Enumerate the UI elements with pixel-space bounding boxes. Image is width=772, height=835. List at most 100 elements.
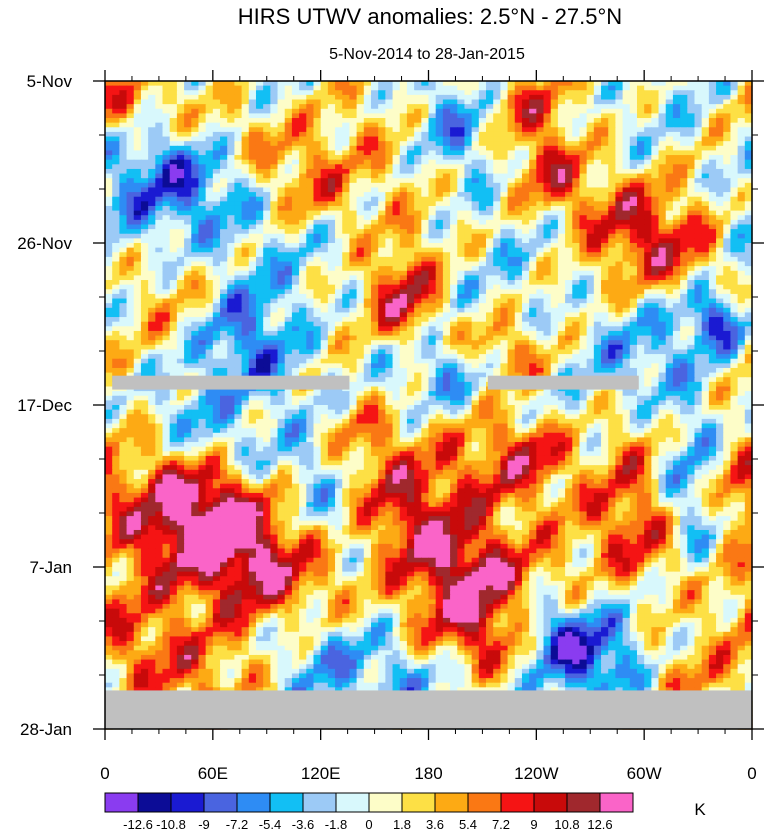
heatmap-cell bbox=[486, 150, 494, 156]
heatmap-cell bbox=[615, 201, 624, 207]
heatmap-cell bbox=[176, 150, 185, 156]
heatmap-cell bbox=[133, 150, 142, 156]
heatmap-cell bbox=[140, 224, 149, 230]
heatmap-cell bbox=[593, 205, 602, 212]
heatmap-cell bbox=[601, 136, 609, 142]
heatmap-cell bbox=[126, 238, 135, 244]
heatmap-cell bbox=[665, 85, 674, 91]
heatmap-cell bbox=[140, 141, 149, 147]
heatmap-cell bbox=[320, 145, 329, 152]
heatmap-cell bbox=[112, 284, 120, 290]
heatmap-cell bbox=[234, 261, 243, 267]
heatmap-cell bbox=[680, 141, 688, 147]
heatmap-cell bbox=[176, 317, 185, 323]
heatmap-cell bbox=[493, 131, 501, 138]
heatmap-cell bbox=[708, 182, 717, 189]
heatmap-cell bbox=[708, 141, 717, 147]
heatmap-cell bbox=[557, 210, 566, 216]
heatmap-cell bbox=[608, 210, 617, 216]
heatmap-cell bbox=[191, 215, 200, 221]
heatmap-cell bbox=[306, 131, 315, 138]
heatmap-cell bbox=[299, 330, 307, 337]
heatmap-cell bbox=[680, 99, 688, 105]
heatmap-cell bbox=[205, 145, 214, 152]
heatmap-cell bbox=[557, 330, 566, 337]
heatmap-cell bbox=[263, 164, 271, 170]
heatmap-cell bbox=[241, 289, 250, 295]
heatmap-cell bbox=[557, 118, 566, 124]
heatmap-cell bbox=[148, 108, 156, 114]
heatmap-cell bbox=[486, 215, 494, 221]
heatmap-cell bbox=[169, 224, 178, 230]
heatmap-cell bbox=[744, 252, 753, 258]
heatmap-cell bbox=[565, 205, 573, 212]
heatmap-cell bbox=[464, 85, 473, 91]
heatmap-cell bbox=[148, 326, 156, 332]
heatmap-cell bbox=[744, 178, 753, 184]
heatmap-cell bbox=[406, 270, 415, 276]
heatmap-cell bbox=[665, 113, 674, 119]
heatmap-cell bbox=[378, 118, 386, 124]
heatmap-cell bbox=[313, 266, 322, 272]
heatmap-cell bbox=[284, 182, 293, 189]
heatmap-cell bbox=[335, 178, 343, 184]
heatmap-cell bbox=[622, 219, 631, 226]
heatmap-cell bbox=[327, 210, 336, 216]
heatmap-cell bbox=[169, 150, 178, 156]
heatmap-cell bbox=[363, 178, 372, 184]
heatmap-cell bbox=[299, 238, 307, 244]
heatmap-cell bbox=[291, 173, 300, 179]
heatmap-cell bbox=[622, 289, 631, 295]
heatmap-cell bbox=[658, 252, 667, 258]
heatmap-cell bbox=[313, 303, 322, 309]
heatmap-cell bbox=[435, 164, 444, 170]
heatmap-cell bbox=[133, 141, 142, 147]
heatmap-cell bbox=[291, 312, 300, 318]
heatmap-cell bbox=[579, 247, 588, 253]
heatmap-cell bbox=[385, 307, 394, 314]
heatmap-cell bbox=[543, 275, 552, 281]
heatmap-cell bbox=[493, 159, 501, 165]
heatmap-cell bbox=[593, 122, 602, 128]
heatmap-cell bbox=[464, 104, 473, 110]
heatmap-cell bbox=[349, 270, 358, 276]
heatmap-cell bbox=[220, 307, 228, 314]
heatmap-cell bbox=[687, 159, 696, 165]
heatmap-cell bbox=[586, 326, 595, 332]
heatmap-cell bbox=[335, 85, 343, 91]
heatmap-cell bbox=[723, 168, 732, 175]
heatmap-cell bbox=[270, 159, 279, 165]
heatmap-cell bbox=[263, 150, 271, 156]
heatmap-cell bbox=[687, 81, 696, 87]
heatmap-cell bbox=[169, 215, 178, 221]
heatmap-cell bbox=[356, 118, 365, 124]
heatmap-cell bbox=[593, 136, 602, 142]
heatmap-cell bbox=[399, 289, 408, 295]
heatmap-cell bbox=[694, 298, 703, 304]
heatmap-cell bbox=[112, 155, 120, 161]
heatmap-cell bbox=[421, 85, 430, 91]
heatmap-cell bbox=[507, 326, 516, 332]
heatmap-cell bbox=[593, 178, 602, 184]
heatmap-cell bbox=[105, 205, 113, 212]
heatmap-cell bbox=[392, 99, 401, 105]
heatmap-cell bbox=[277, 178, 286, 184]
heatmap-cell bbox=[723, 275, 732, 281]
heatmap-cell bbox=[284, 99, 293, 105]
heatmap-cell bbox=[500, 326, 509, 332]
heatmap-cell bbox=[169, 261, 178, 267]
heatmap-cell bbox=[500, 270, 509, 276]
heatmap-cell bbox=[241, 312, 250, 318]
heatmap-cell bbox=[744, 280, 753, 286]
heatmap-cell bbox=[176, 168, 185, 175]
heatmap-cell bbox=[378, 335, 386, 341]
heatmap-cell bbox=[651, 104, 660, 110]
heatmap-cell bbox=[730, 261, 739, 267]
heatmap-cell bbox=[622, 173, 631, 179]
heatmap-cell bbox=[615, 108, 624, 114]
heatmap-cell bbox=[234, 252, 243, 258]
heatmap-cell bbox=[299, 113, 307, 119]
heatmap-cell bbox=[385, 247, 394, 253]
heatmap-cell bbox=[651, 122, 660, 128]
heatmap-cell bbox=[529, 155, 537, 161]
